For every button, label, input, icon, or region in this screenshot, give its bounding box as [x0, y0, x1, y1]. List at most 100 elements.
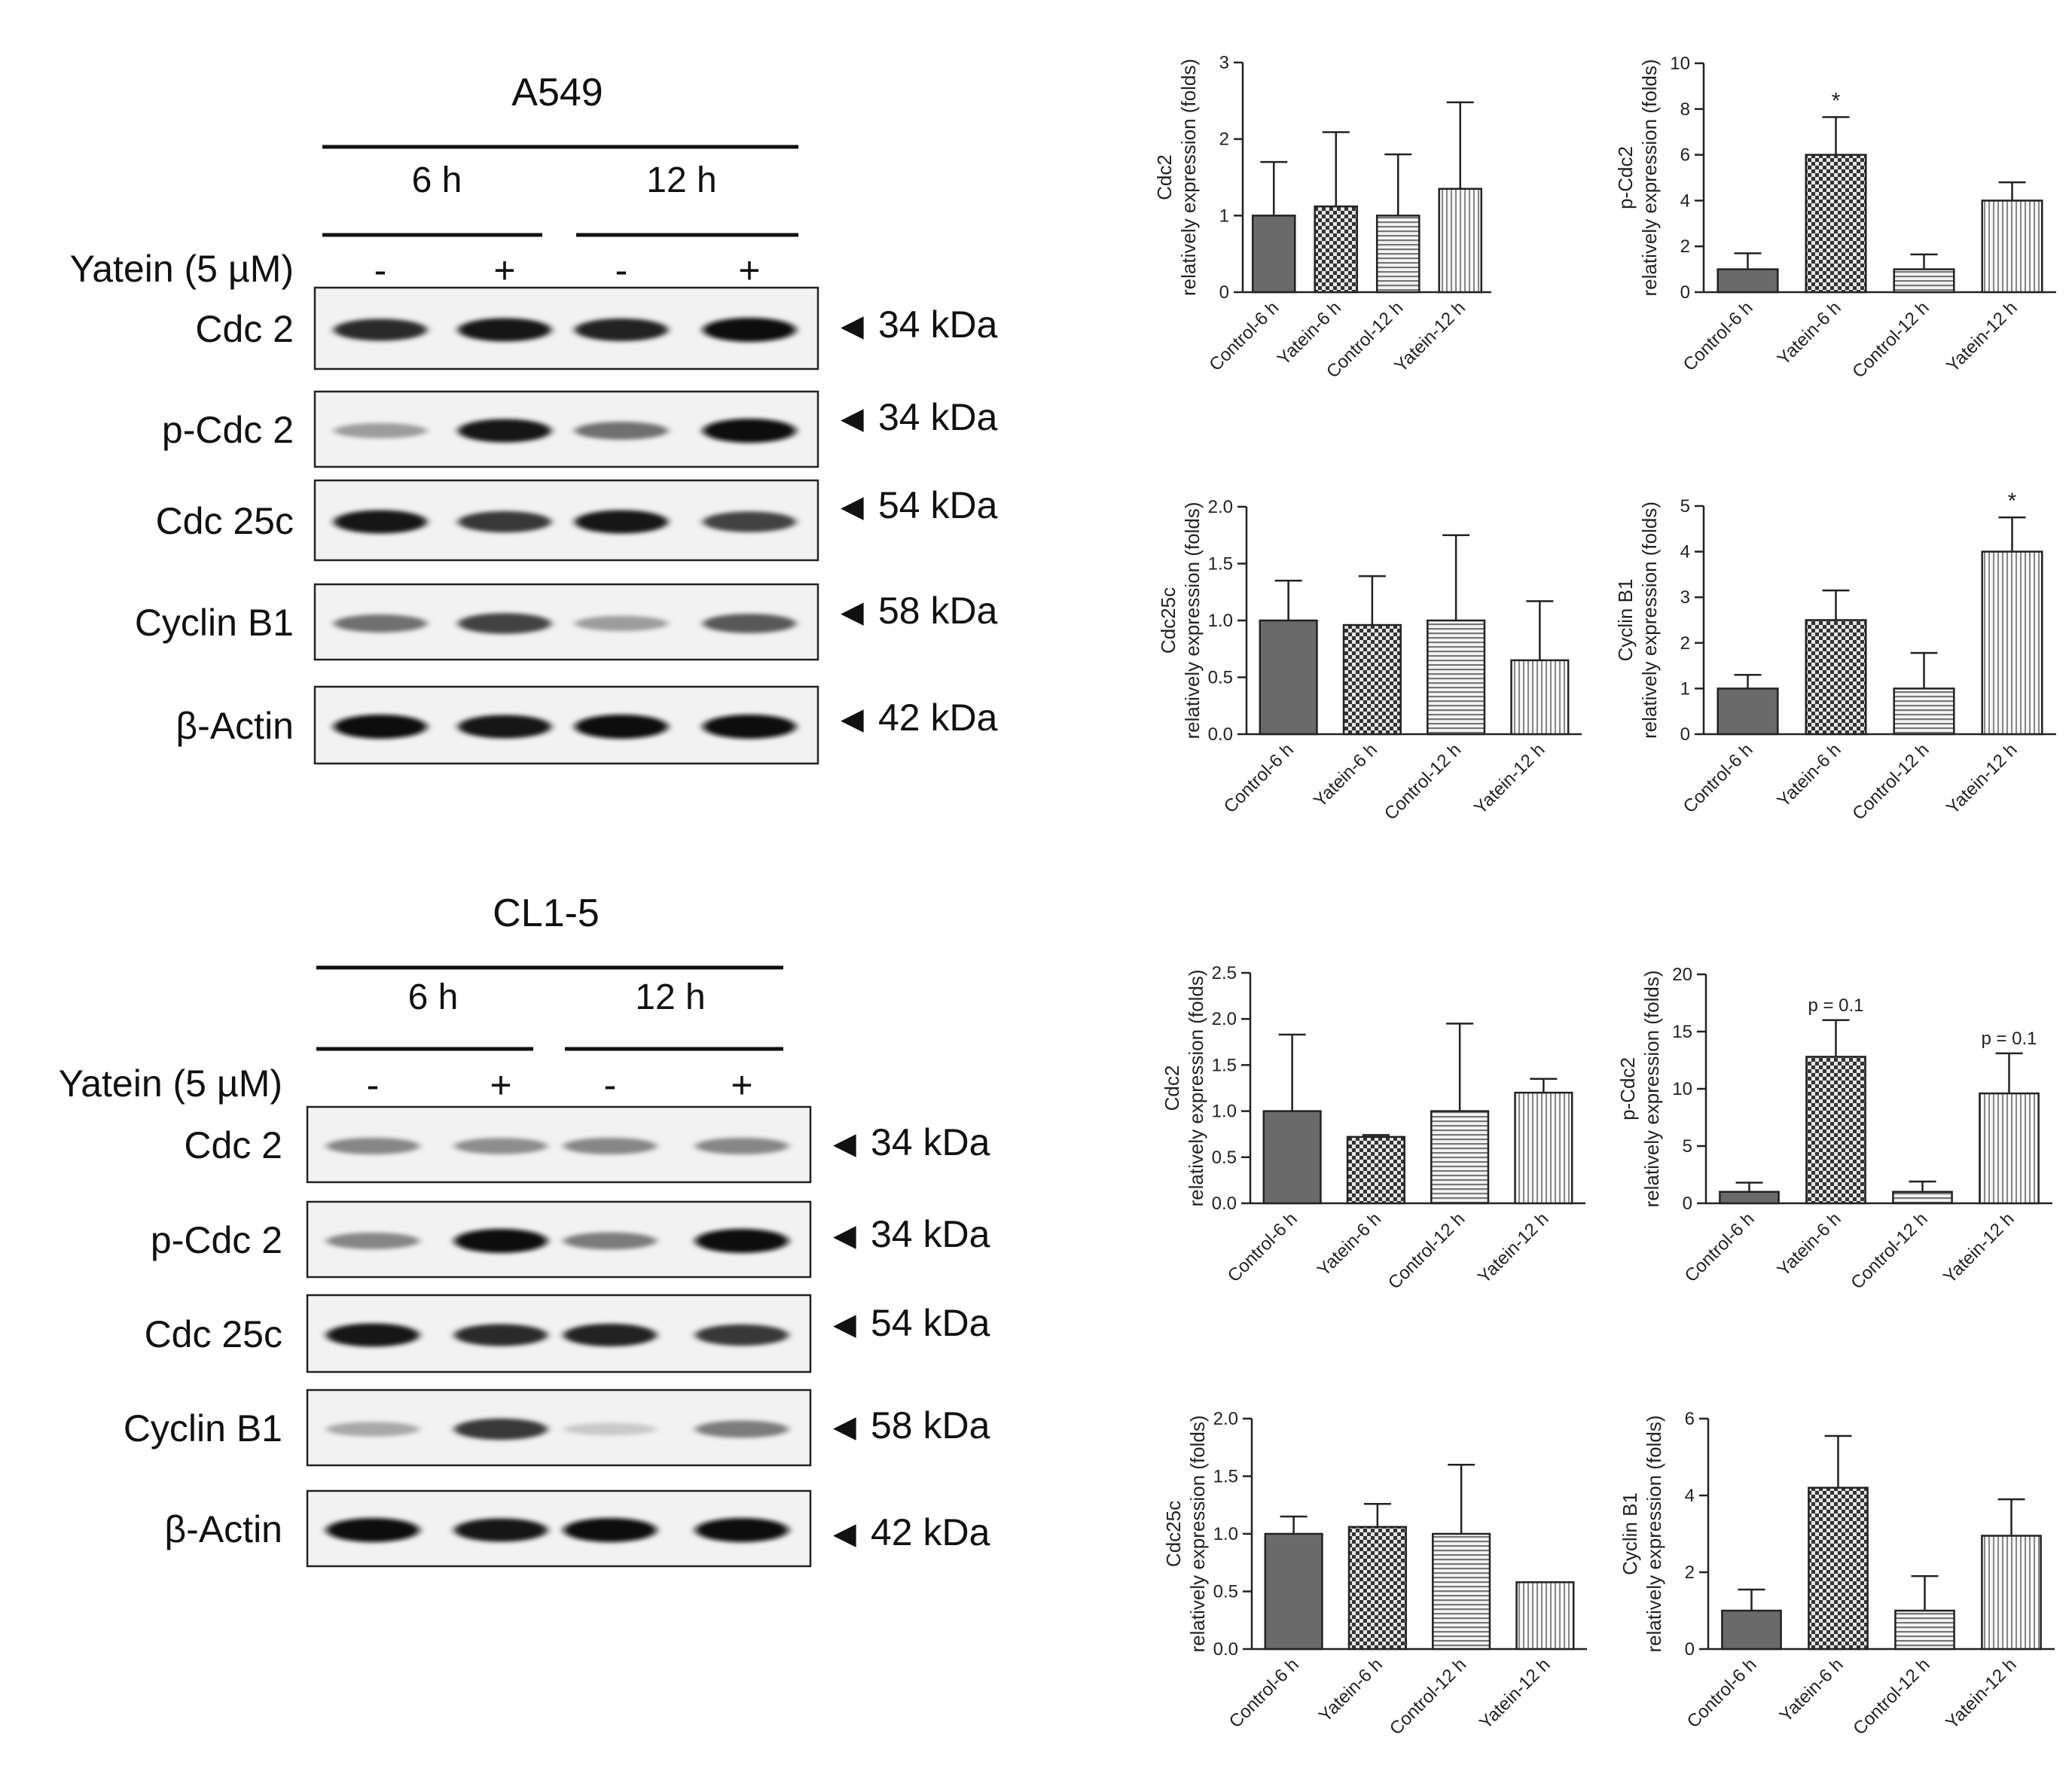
lane-sign: - [367, 1064, 380, 1106]
protein-band [458, 318, 551, 342]
y-axis-label: Cdc25crelatively expression (folds) [1157, 501, 1204, 739]
protein-band [695, 1229, 789, 1253]
y-axis-label-line: p-Cdc2 [1616, 1057, 1639, 1120]
blot-row: p-Cdc 2 ◀ 34 kDa [151, 1200, 990, 1279]
protein-band [326, 1323, 420, 1347]
y-tick-label: 0 [1680, 724, 1690, 745]
protein-label: Cdc 25c [156, 500, 294, 542]
x-tick-label: Yatein-12 h [1474, 1209, 1553, 1288]
significance-label: p = 0.1 [1808, 995, 1863, 1016]
molecular-weight-label: 54 kDa [871, 1302, 990, 1344]
bar [1515, 1581, 1575, 1651]
protein-band [454, 1518, 548, 1542]
lane-sign: - [604, 1064, 617, 1106]
y-tick-label: 8 [1680, 99, 1690, 120]
blot-panel-cl1-5: CL1-5 6 h 12 h Yatein (5 µM) - + - + Cdc 2 ◀ 34 kD… [59, 892, 990, 1568]
protein-band [563, 1137, 657, 1155]
x-tick-label: Yatein-12 h [1939, 1209, 2019, 1288]
protein-band [326, 1232, 420, 1250]
molecular-weight-label: 34 kDa [878, 303, 998, 346]
x-tick-label: Control-12 h [1848, 297, 1933, 382]
x-tick-label: Yatein-12 h [1942, 739, 2022, 818]
y-tick-label: 15 [1672, 1022, 1692, 1042]
protein-band [563, 1232, 657, 1250]
y-tick-label: 0 [1685, 1639, 1695, 1660]
lane-sign: + [738, 249, 760, 291]
protein-band [454, 1324, 548, 1346]
y-tick-label: 4 [1680, 542, 1690, 562]
protein-band [695, 1324, 789, 1346]
molecular-weight-label: 34 kDa [871, 1213, 990, 1255]
x-tick-label: Yatein-6 h [1774, 739, 1845, 811]
y-tick-label: 10 [1670, 53, 1690, 74]
western-blot-layer: A549 6 h 12 h Yatein (5 µM) - + - + Cdc 2 ◀ 34 kDa… [59, 71, 998, 1568]
protein-band [334, 319, 427, 341]
protein-band [334, 715, 427, 739]
y-axis-label-line: relatively expression (folds) [1185, 969, 1207, 1206]
blot-row: Cdc 2 ◀ 34 kDa [195, 286, 998, 370]
y-tick-label: 2 [1680, 633, 1690, 654]
y-tick-label: 5 [1680, 496, 1690, 517]
protein-label: p-Cdc 2 [162, 409, 294, 451]
bar [1510, 659, 1570, 736]
x-tick-label: Control-6 h [1680, 297, 1757, 375]
y-tick-label: 1.0 [1208, 611, 1233, 631]
y-tick-label: 0.5 [1208, 668, 1233, 688]
protein-band [575, 422, 668, 440]
bar [1808, 1486, 1869, 1651]
bar [1805, 619, 1867, 736]
y-axis-label-line: relatively expression (folds) [1186, 1415, 1209, 1652]
y-tick-label: 3 [1680, 587, 1690, 608]
y-axis-label: Cyclin B1relatively expression (folds) [1619, 1415, 1665, 1652]
x-tick-label: Yatein-6 h [1315, 1654, 1387, 1726]
x-tick-label: Control-6 h [1681, 1209, 1759, 1286]
bar-chart-2: 0 2 4 6 8 10 p-Cdc2relatively expression (fold… [1614, 53, 2056, 383]
bar [1314, 205, 1359, 294]
molecular-weight-label: 42 kDa [878, 697, 998, 739]
bar [1259, 619, 1318, 736]
bar [1427, 619, 1486, 736]
y-tick-label: 1.5 [1213, 1467, 1238, 1487]
marker-arrow-icon: ◀ [833, 1127, 856, 1160]
treatment-label: Yatein (5 µM) [70, 248, 294, 290]
y-axis-label: Cdc2relatively expression (folds) [1161, 969, 1207, 1206]
blot-row: β-Actin ◀ 42 kDa [164, 1489, 990, 1568]
protein-label: Cyclin B1 [135, 602, 294, 644]
y-axis-label-line: relatively expression (folds) [1638, 59, 1661, 296]
bar [1514, 1091, 1573, 1205]
y-axis-label: Cdc2relatively expression (folds) [1153, 59, 1200, 296]
y-tick-label: 0.5 [1213, 1582, 1238, 1602]
x-tick-label: Yatein-6 h [1774, 1209, 1845, 1280]
x-tick-label: Yatein-12 h [1470, 739, 1549, 818]
bar [1893, 268, 1955, 294]
x-tick-label: Control-6 h [1680, 739, 1757, 817]
y-tick-label: 4 [1680, 191, 1690, 211]
y-tick-label: 0.0 [1213, 1639, 1238, 1660]
bar [1342, 623, 1402, 736]
bar [1347, 1526, 1407, 1651]
blot-row: Cyclin B1 ◀ 58 kDa [124, 1389, 990, 1467]
bar [1721, 1609, 1782, 1651]
y-axis-label-line: Cdc25c [1157, 587, 1179, 654]
bar-chart-8: 0 2 4 6 Cyclin B1relatively expression (fold… [1619, 1409, 2055, 1739]
y-axis-label-line: relatively expression (folds) [1181, 501, 1204, 739]
time-label: 6 h [412, 160, 462, 200]
protein-band [334, 614, 427, 633]
blot-row: p-Cdc 2 ◀ 34 kDa [162, 390, 998, 468]
lane-sign: + [493, 249, 515, 291]
marker-arrow-icon: ◀ [841, 490, 864, 523]
protein-band [326, 1137, 420, 1155]
protein-band [575, 615, 668, 632]
y-axis-label-line: Cyclin B1 [1619, 1492, 1641, 1575]
lane-sign: - [615, 249, 628, 291]
y-tick-label: 10 [1672, 1079, 1692, 1099]
y-tick-label: 1.0 [1213, 1524, 1238, 1544]
molecular-weight-label: 58 kDa [871, 1404, 990, 1446]
protein-band [563, 1422, 657, 1436]
protein-label: Cdc 2 [195, 308, 294, 350]
protein-band [326, 1422, 420, 1437]
